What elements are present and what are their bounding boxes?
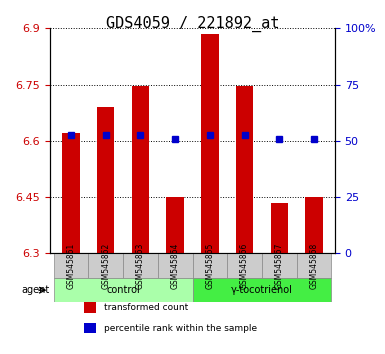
- Text: percentile rank within the sample: percentile rank within the sample: [104, 324, 257, 333]
- Bar: [97, 107, 114, 253]
- Text: GSM545868: GSM545868: [310, 242, 319, 289]
- Text: GSM545865: GSM545865: [205, 242, 214, 289]
- FancyBboxPatch shape: [297, 253, 331, 278]
- FancyBboxPatch shape: [54, 253, 88, 278]
- Text: GDS4059 / 221892_at: GDS4059 / 221892_at: [106, 16, 279, 32]
- Bar: [84, 302, 95, 313]
- FancyBboxPatch shape: [158, 253, 192, 278]
- FancyBboxPatch shape: [123, 253, 158, 278]
- Text: GSM545866: GSM545866: [240, 242, 249, 289]
- Text: γ-tocotrienol: γ-tocotrienol: [231, 285, 293, 295]
- Text: control: control: [106, 285, 140, 295]
- FancyBboxPatch shape: [88, 253, 123, 278]
- Bar: [236, 86, 253, 253]
- Text: GSM545867: GSM545867: [275, 242, 284, 289]
- FancyBboxPatch shape: [262, 253, 297, 278]
- FancyBboxPatch shape: [192, 253, 227, 278]
- FancyBboxPatch shape: [227, 253, 262, 278]
- Bar: [271, 203, 288, 253]
- Text: GSM545862: GSM545862: [101, 242, 110, 289]
- Bar: [305, 197, 323, 253]
- Bar: [132, 86, 149, 253]
- Text: transformed count: transformed count: [104, 303, 188, 312]
- Bar: [166, 197, 184, 253]
- Bar: [84, 323, 95, 333]
- Text: agent: agent: [22, 285, 50, 295]
- Text: GSM545863: GSM545863: [136, 242, 145, 289]
- Bar: [201, 34, 219, 253]
- Text: GSM545864: GSM545864: [171, 242, 180, 289]
- FancyBboxPatch shape: [192, 278, 331, 302]
- FancyBboxPatch shape: [54, 278, 192, 302]
- Text: GSM545861: GSM545861: [66, 242, 75, 289]
- Bar: [62, 133, 80, 253]
